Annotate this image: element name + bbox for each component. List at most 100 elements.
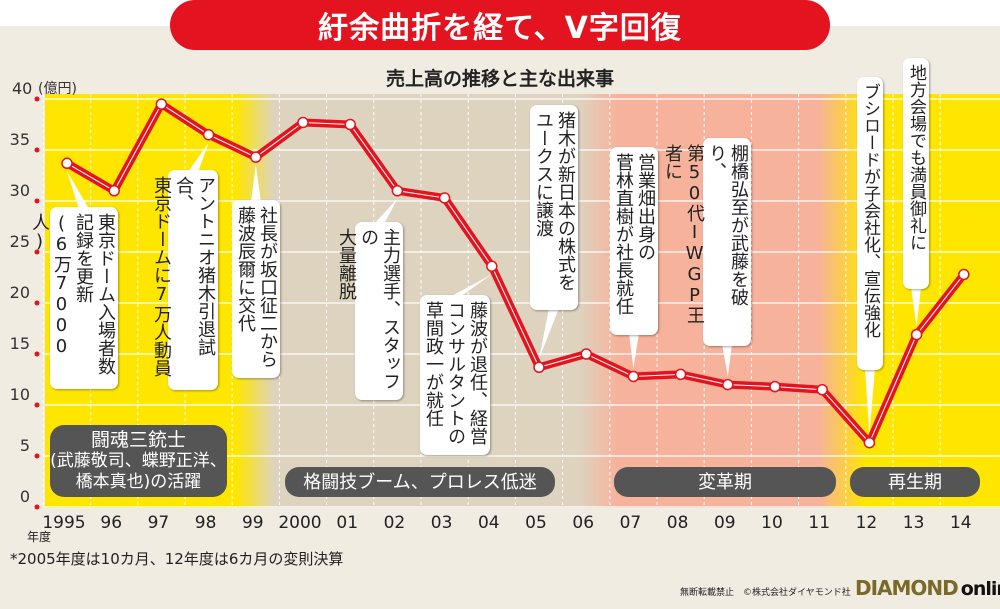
callout-line: 菅林直樹が社長就任 [613, 153, 634, 315]
event-callout-04: 藤波が退任、経営 コンサルタントの 草間政一が就任 [420, 295, 490, 455]
y-tick-label: 25 [10, 232, 30, 251]
callout-line: ユークスに譲渡 [533, 111, 554, 237]
y-axis-unit: (億円) [38, 81, 77, 97]
y-tick-label: 35 [10, 130, 30, 149]
y-tick-label: 5 [20, 436, 30, 455]
event-callout-05: 猪木が新日本の株式を ユークスに譲渡 [530, 105, 578, 310]
data-point [816, 383, 828, 396]
data-point [344, 118, 356, 131]
event-callout-07: 営業畑出身の 菅林直樹が社長就任 [610, 147, 658, 335]
y-tick-dot [34, 249, 40, 255]
diamond-online-logo: DIAMONDonline [855, 576, 1000, 600]
y-tick-dot [34, 198, 40, 204]
x-tick-label: 07 [620, 513, 642, 533]
y-tick-label: 40 [12, 79, 32, 98]
x-tick-label: 96 [100, 513, 122, 533]
x-tick-label: 98 [195, 513, 217, 533]
y-tick-dot [34, 453, 40, 459]
y-tick-label: 20 [10, 283, 30, 302]
x-tick-label: 97 [148, 513, 170, 533]
x-tick-label: 04 [478, 513, 500, 533]
callout-line: 大量離脱 [336, 228, 357, 300]
event-callout-99: 社長が坂口征二から 藤波辰爾に交代 [232, 200, 280, 378]
data-point [722, 378, 734, 391]
y-tick-label: 15 [10, 334, 30, 353]
x-tick-label: 99 [242, 513, 264, 533]
event-callout-12: ブシロードが子会社化、宣伝強化 [857, 77, 883, 370]
callout-pointer [67, 171, 89, 209]
data-point [391, 185, 404, 197]
x-tick-label: 11 [808, 513, 830, 533]
callout-pointer [629, 333, 639, 369]
data-point [486, 260, 498, 273]
event-callout-13: 地方会場でも満員御礼に [903, 58, 929, 289]
period-line: 闘魂三銃士 [90, 428, 186, 451]
period-label: 闘魂三銃士 (武藤敬司、蝶野正洋、 橋本真也)の活躍 [50, 425, 227, 497]
callout-line: ブシロードが子会社化、宣伝強化 [860, 83, 880, 338]
data-point [438, 192, 451, 204]
period-line: 変革期 [698, 471, 752, 493]
callout-pointer [539, 308, 559, 360]
x-tick-label: 03 [431, 513, 453, 533]
callout-pointer [374, 198, 398, 224]
y-tick-dot [34, 351, 40, 357]
x-tick-label: 13 [903, 513, 925, 533]
callout-line: コンサルタントの [445, 301, 466, 445]
data-point [580, 348, 592, 360]
data-point [533, 361, 545, 374]
callout-line: アントニオ猪木引退試合、 [173, 176, 216, 356]
event-callout-1995: 東京ドーム入場者数 記録を更新 (6万7000人) [29, 207, 118, 389]
callout-pointer [911, 287, 921, 327]
x-axis-label: 年度 [27, 530, 52, 544]
callout-line: 社長が坂口征二から [257, 206, 278, 368]
event-callout-09: 棚橋弘至が武藤を破り、 第50代IWGP王者に [662, 138, 751, 346]
y-tick-dot [34, 147, 40, 153]
data-point [769, 380, 781, 393]
y-tick-label: 30 [10, 181, 30, 200]
y-tick-dot [34, 96, 40, 102]
callout-pointer [722, 344, 732, 377]
callout-line: 東京ドーム入場者数 [95, 213, 116, 375]
copyright: 無断転載禁止 ©株式会社ダイヤモンド社 [680, 588, 851, 598]
y-tick-dot [34, 402, 40, 408]
callout-line: 記録を更新 [73, 213, 94, 303]
data-point [863, 436, 876, 449]
callout-line: 藤波が退任、経営 [467, 301, 488, 445]
x-tick-label: 1995 [42, 513, 85, 533]
x-tick-label: 09 [714, 513, 736, 533]
y-tick-label: 10 [10, 385, 30, 404]
callout-line: 草間政一が就任 [423, 301, 444, 427]
x-tick-label: 06 [572, 513, 594, 533]
chart-subtitle: 売上高の推移と主な出来事 [385, 68, 614, 90]
callout-line: 棚橋弘至が武藤を破り、 [706, 144, 749, 306]
footnote: *2005年度は10カ月、12年度は6カ月の変則決算 [10, 550, 344, 568]
callout-line: 営業畑出身の [635, 153, 656, 261]
y-tick-dot [34, 300, 40, 306]
x-tick-label: 01 [336, 513, 358, 533]
x-tick-label: 05 [525, 513, 547, 533]
data-point [155, 98, 168, 110]
period-label: 再生期 [850, 467, 980, 497]
period-line: 橋本真也)の活躍 [75, 471, 202, 492]
callout-line: 猪木が新日本の株式を [555, 111, 576, 291]
period-label: 変革期 [614, 467, 836, 497]
period-line: (武藤敬司、蝶野正洋、 [50, 450, 227, 471]
callout-pointer [251, 165, 261, 202]
callout-pointer [450, 274, 492, 297]
data-point [108, 185, 120, 197]
callout-line: 地方会場でも満員御礼に [906, 64, 926, 251]
callout-line: (6万7000人) [29, 213, 72, 357]
sales-line-highlight [66, 103, 965, 444]
period-line: 格闘技ブーム、プロレス低迷 [303, 471, 537, 493]
headline-banner: 紆余曲折を経て、V字回復 [170, 0, 830, 50]
callout-pointer [188, 142, 209, 172]
data-point [627, 370, 640, 383]
y-tick-dot [34, 504, 40, 510]
x-tick-label: 14 [950, 513, 972, 533]
data-point [297, 116, 309, 129]
event-callout-02: 主力選手、スタッフの 大量離脱 [336, 222, 403, 400]
data-point [910, 328, 923, 341]
data-point [61, 157, 73, 170]
y-tick-label: 0 [20, 487, 30, 506]
